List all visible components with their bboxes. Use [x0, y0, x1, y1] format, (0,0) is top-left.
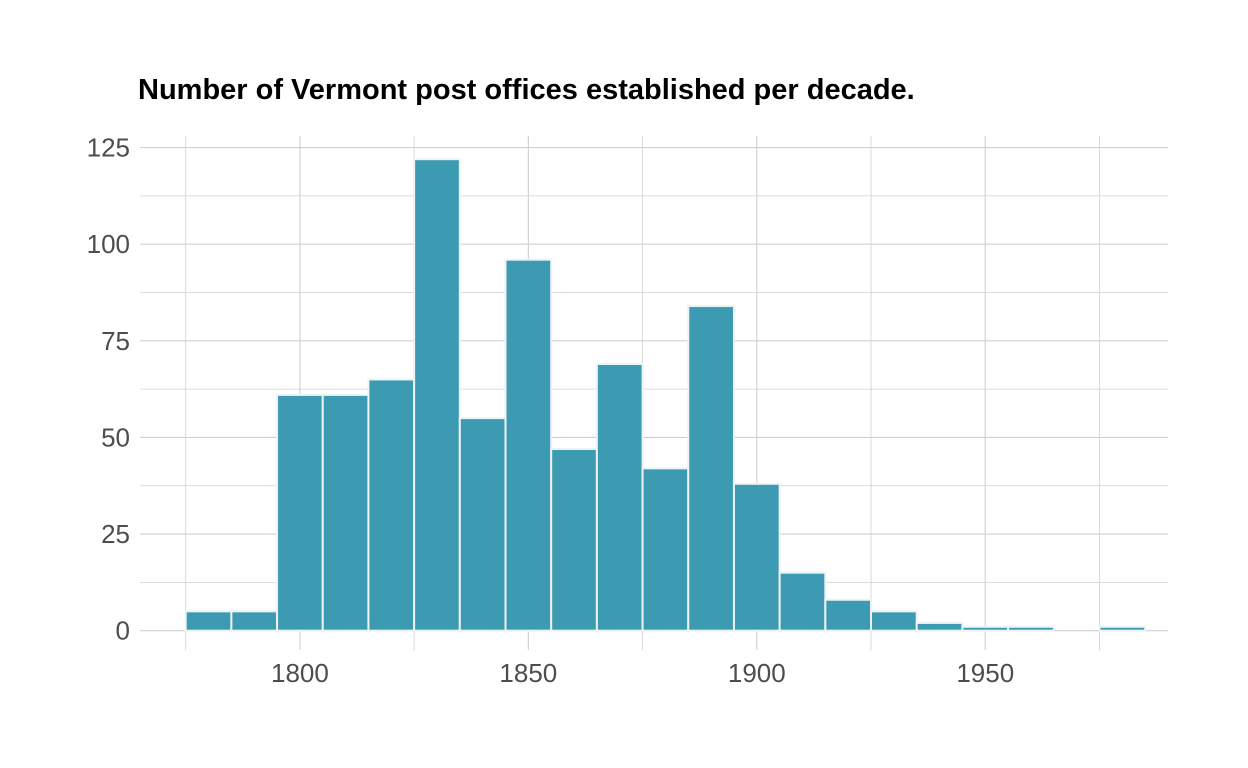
y-tick-label: 100: [87, 229, 130, 259]
y-tick-label: 50: [101, 422, 130, 452]
histogram-bar-1935: [915, 621, 964, 632]
histogram-bar-1825: [413, 158, 461, 632]
histogram-bar-1895: [732, 482, 781, 632]
histogram-bar-1925: [870, 610, 918, 632]
histogram-bar-1945: [961, 625, 1010, 632]
x-tick-label: 1900: [728, 658, 786, 688]
histogram-bar-1785: [230, 610, 279, 632]
histogram-bar-1775: [184, 610, 233, 632]
bars: [184, 158, 1147, 632]
histogram-bar-1905: [778, 571, 827, 632]
histogram-bar-1975: [1098, 625, 1147, 632]
histogram-bar-1815: [367, 378, 416, 632]
axis-labels: 0 25 50 75 100 125 1800 1850 1900 1950: [87, 133, 1015, 688]
histogram-bar-1955: [1007, 625, 1055, 632]
histogram-bar-1805: [321, 393, 370, 632]
x-tick-label: 1850: [499, 658, 557, 688]
histogram-bar-1845: [504, 258, 553, 632]
chart-title: Number of Vermont post offices establish…: [138, 74, 915, 106]
histogram-bar-1865: [595, 363, 644, 632]
y-tick-label: 0: [116, 616, 130, 646]
x-tick-label: 1950: [956, 658, 1014, 688]
histogram-bar-1915: [824, 598, 873, 632]
histogram-bar-1875: [641, 467, 690, 632]
histogram-bar-1795: [276, 393, 324, 632]
x-tick-label: 1800: [271, 658, 329, 688]
y-tick-label: 75: [101, 326, 130, 356]
y-tick-label: 125: [87, 133, 130, 163]
histogram-bar-1855: [550, 448, 598, 632]
histogram-bar-1885: [687, 305, 735, 632]
histogram-bar-1835: [458, 417, 507, 632]
y-tick-label: 25: [101, 519, 130, 549]
